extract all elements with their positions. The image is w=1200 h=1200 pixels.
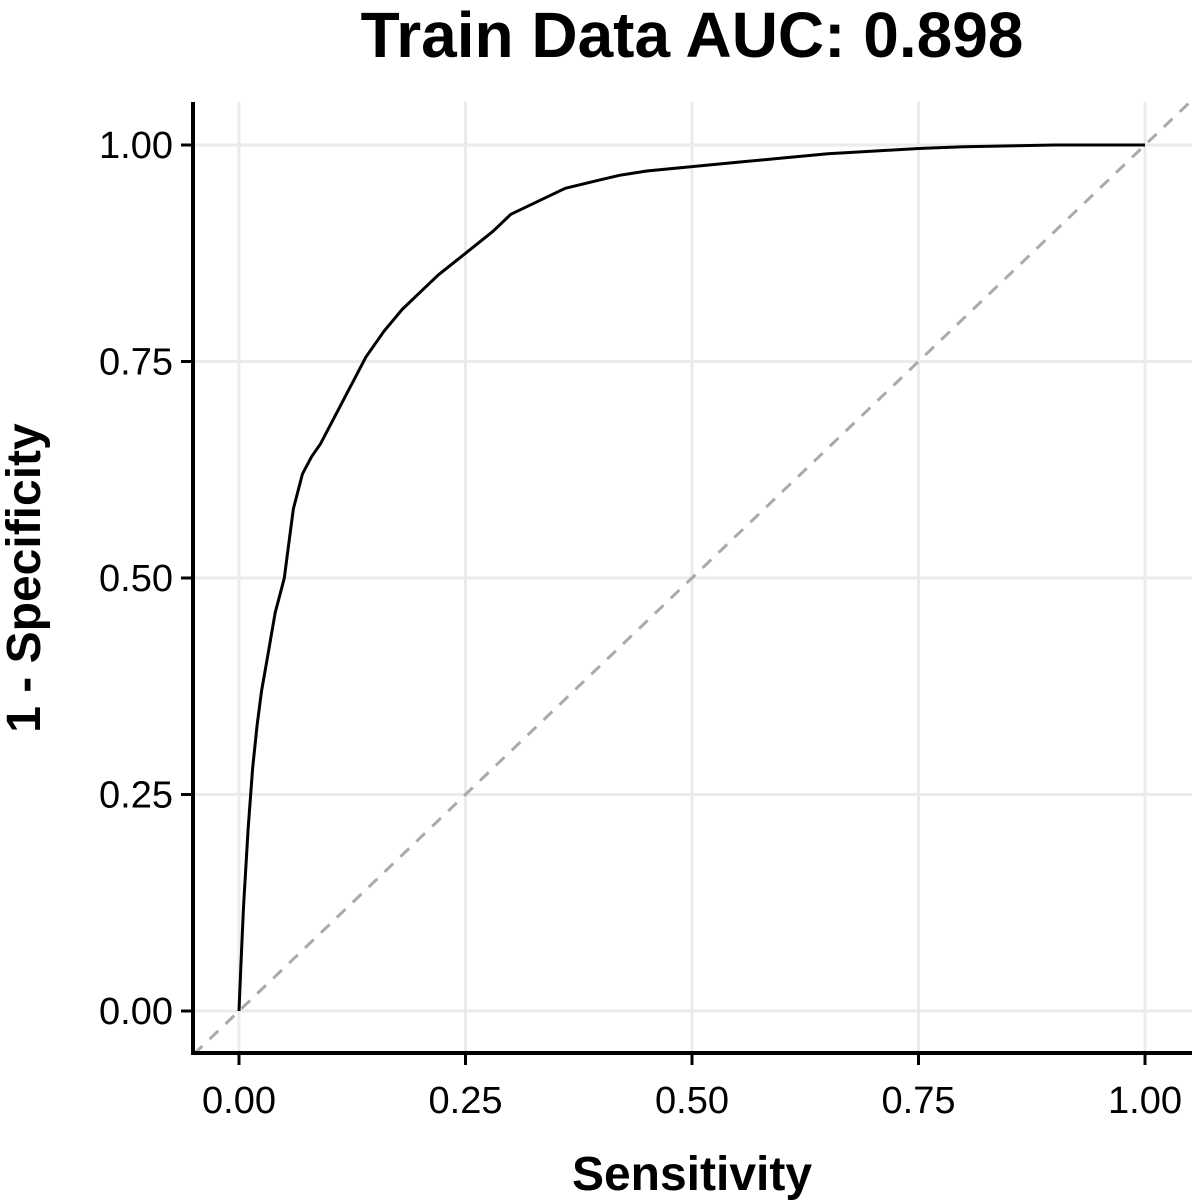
- x-tick-label: 1.00: [1108, 1080, 1182, 1122]
- y-axis-title: 1 - Specificity: [0, 423, 51, 733]
- plot-area: [192, 100, 1192, 1056]
- y-tick-label: 0.75: [99, 342, 173, 384]
- reference-diagonal-line: [192, 100, 1192, 1056]
- roc-curve-line: [237, 143, 1145, 1012]
- x-axis-title: Sensitivity: [572, 1148, 812, 1200]
- x-axis-ticks: 0.00 0.25 0.50 0.75 1.00: [202, 1053, 1182, 1122]
- y-tick-label: 1.00: [99, 125, 173, 167]
- y-tick-label: 0.00: [99, 991, 173, 1033]
- y-axis-ticks: 0.00 0.25 0.50 0.75 1.00: [99, 125, 193, 1033]
- chart-title: Train Data AUC: 0.898: [361, 0, 1024, 71]
- x-tick-label: 0.50: [655, 1080, 729, 1122]
- x-tick-label: 0.75: [882, 1080, 956, 1122]
- x-tick-label: 0.25: [429, 1080, 503, 1122]
- x-tick-label: 0.00: [202, 1080, 276, 1122]
- y-tick-label: 0.25: [99, 775, 173, 817]
- y-tick-label: 0.50: [99, 558, 173, 600]
